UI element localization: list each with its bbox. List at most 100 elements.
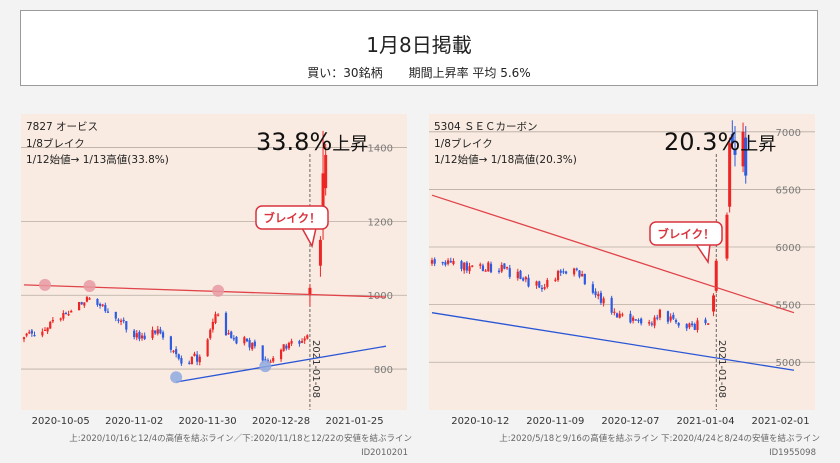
y-tick-label: 1200 [368,217,393,228]
candle-body [303,338,306,341]
candle-body [468,266,471,272]
breakout-callout: ブレイク！ [255,205,329,249]
candle-body [122,319,125,322]
candle-body [300,340,304,343]
candle-body [554,279,557,281]
candle-body [243,337,246,344]
candle-body [527,277,530,287]
rise-percent: 20.3% [664,128,740,156]
candle-body [615,313,619,318]
info-line: 1/12始値→ 1/13高値(33.8%) [26,153,169,166]
period-return: 期間上昇率 平均 5.6% [408,66,531,80]
y-tick-label: 1400 [368,144,393,155]
rise-headline: 33.8%上昇 [256,128,368,156]
candle-body [597,294,600,297]
break-date-label: 2021-01-08 [716,340,727,398]
candle-body [217,314,220,316]
candle-body [484,270,487,272]
candle-body [211,321,214,330]
candle-body [693,324,696,330]
callout-box [649,221,723,246]
candle-body [637,319,640,322]
chart-id: ID2010201 [361,448,408,458]
y-tick-label: 5500 [776,301,801,312]
candle-body [138,331,141,339]
candle-body [282,344,285,351]
candle-body [640,318,643,324]
candle-body [101,304,104,306]
candle-body [725,214,729,259]
candle-body [261,345,264,361]
candle-body [465,262,468,271]
candle-body [46,327,49,332]
candle-body [43,329,47,332]
plot-area [21,114,407,410]
candle-body [67,314,70,316]
y-tick-label: 6000 [776,243,801,254]
candle-body [251,342,254,350]
candle-body [59,318,62,320]
chart-id: ID1955098 [769,448,816,458]
candle-body [578,270,581,277]
candle-body [198,356,201,363]
candle-body [272,358,275,362]
candle-body [209,329,212,339]
candle-body [135,333,138,338]
info-line: 1/8ブレイク [434,137,493,150]
candle-body [632,317,635,321]
candle-body [298,340,301,344]
candle-body [25,333,28,336]
candle-body [172,350,175,352]
candle-body [669,316,672,321]
trendline-footnote: 上:2020/10/16と12/4の高値を結ぶライン／下:2020/11/18と… [69,433,412,444]
buy-count: 買い：30銘柄 [307,66,383,80]
candle-body [602,298,605,304]
candle-body [559,270,562,273]
candle-body [143,335,146,339]
candle-body [49,321,52,329]
candle-body [196,354,199,362]
rise-suffix: 上昇 [740,134,776,155]
candle-body [106,311,110,313]
candle-body [180,358,183,364]
candle-body [70,310,73,313]
high-point-marker [83,280,96,292]
chart-panel-left: 800 1000 1200 1400 2020-10-05 2020-11-02 2020-… [20,100,420,460]
callout-box [255,205,329,230]
break-date-label: 2021-01-08 [310,340,321,398]
candle-body [500,265,503,272]
candle-body [733,149,737,155]
candle-body [546,280,549,287]
candle-body [248,340,251,348]
candle-body [728,143,732,207]
x-tick-label: 2020-10-05 [32,416,90,427]
candle-body [658,309,662,318]
candle-body [463,262,466,271]
x-tick-label: 2020-11-02 [105,416,163,427]
candle-body [88,298,91,300]
candle-body [581,274,584,277]
summary-line: 買い：30銘柄 期間上昇率 平均 5.6% [21,64,817,81]
page-title: 1月8日掲載 [366,33,472,57]
candle-body [744,137,748,176]
candle-body [540,287,544,290]
candle-body [85,297,89,302]
candle-body [324,154,328,189]
candle-body [524,277,527,280]
candle-body [125,321,128,330]
high-point-marker [212,284,225,297]
candle-body [594,291,597,296]
x-tick-label: 2020-10-12 [451,416,509,427]
rise-percent: 33.8% [256,128,332,156]
candle-body [519,270,522,279]
summary-header: 1月8日掲載 買い：30銘柄 期間上昇率 平均 5.6% [20,10,818,86]
candle-body [516,271,519,279]
y-tick-label: 6500 [776,185,801,196]
candle-body [444,262,447,265]
candle-body [696,320,699,330]
candle-body [33,334,36,337]
candle-body [446,260,450,264]
candle-body [140,335,144,339]
candle-body [688,323,691,328]
candle-body [96,298,99,305]
